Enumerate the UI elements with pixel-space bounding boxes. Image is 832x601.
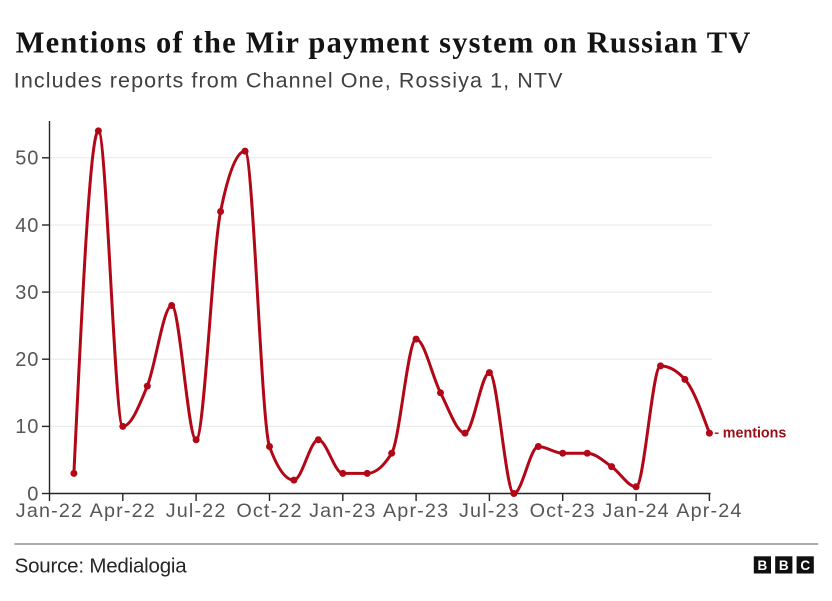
svg-text:Apr-22: Apr-22 [90, 500, 156, 522]
svg-text:Includes reports from Channel: Includes reports from Channel One, Rossi… [14, 69, 564, 93]
svg-text:Oct-22: Oct-22 [236, 500, 302, 522]
svg-text:Jan-23: Jan-23 [309, 500, 376, 522]
svg-text:40: 40 [15, 215, 39, 237]
svg-text:Apr-23: Apr-23 [383, 500, 449, 522]
svg-text:30: 30 [15, 282, 39, 304]
svg-text:mentions: mentions [723, 426, 787, 442]
svg-text:C: C [800, 558, 810, 573]
svg-text:Jul-22: Jul-22 [166, 500, 227, 522]
svg-text:10: 10 [15, 416, 39, 438]
svg-text:Apr-24: Apr-24 [676, 500, 742, 522]
svg-text:20: 20 [15, 349, 39, 371]
svg-text:B: B [779, 558, 789, 573]
svg-text:50: 50 [15, 148, 39, 170]
svg-text:B: B [758, 558, 768, 573]
svg-text:Jan-22: Jan-22 [16, 500, 83, 522]
svg-text:Mentions of the Mir payment sy: Mentions of the Mir payment system on Ru… [16, 26, 752, 60]
svg-text:0: 0 [27, 483, 39, 505]
svg-text:Source: Medialogia: Source: Medialogia [15, 555, 188, 578]
svg-text:Oct-23: Oct-23 [530, 500, 596, 522]
svg-text:Jan-24: Jan-24 [602, 500, 669, 522]
svg-text:Jul-23: Jul-23 [459, 500, 520, 522]
